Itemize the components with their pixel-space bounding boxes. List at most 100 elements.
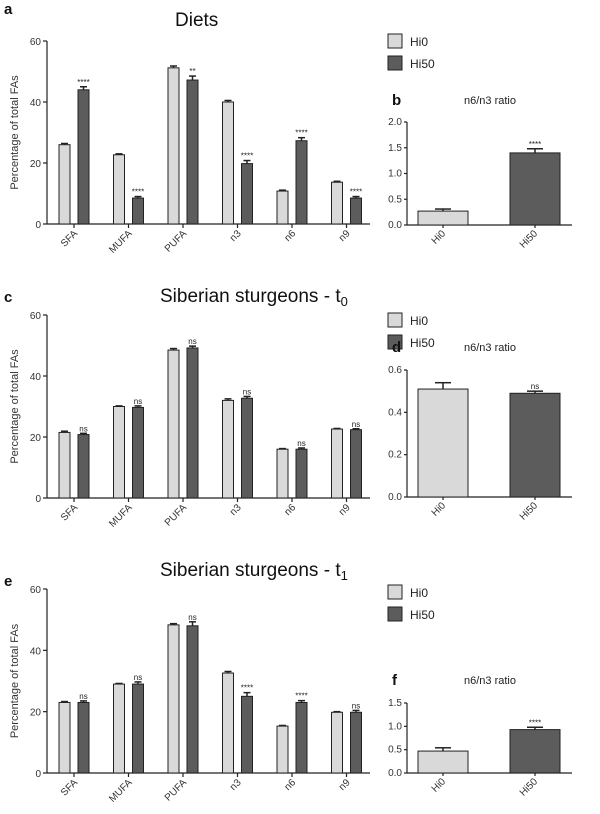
x-tick-label: SFA [59,502,80,523]
y-tick-label: 60 [30,37,42,48]
y-tick-label: 1.0 [388,169,402,180]
bar-hi0-mufa [113,406,125,499]
y-axis-label: Percentage of total FAs [9,623,21,738]
y-tick-label: 40 [30,646,42,657]
panel-letter: a [4,1,13,18]
significance-label: **** [241,152,253,161]
x-tick-label: MUFA [107,502,135,530]
panel-b: b n6/n3 ratio 0.0 0.5 1.0 1.5 2.0 Hi0 Hi50 **** [388,92,572,251]
bar-hi50 [509,729,561,774]
significance-label: **** [350,188,362,197]
y-tick-label: 0.0 [388,492,402,503]
bar-hi0-mufa [113,683,125,774]
significance-label: ns [352,701,360,710]
bar-hi50-n9 [350,197,362,225]
legend-label: Hi50 [410,608,435,622]
y-tick-label: 1.5 [388,698,402,709]
bar-hi0 [417,750,469,774]
bar-hi50-n9 [350,711,362,774]
significance-label: ns [79,424,87,433]
bar-hi0-n9 [331,181,343,225]
panel-c: c Siberian sturgeons - t00204060Percentag… [4,286,435,530]
chart-title: Siberian sturgeons - t1 [160,560,348,583]
bar-hi0-pufa [167,67,180,225]
title-subscript: 1 [341,568,348,583]
x-tick-label: Hi50 [518,228,541,251]
x-tick-label: SFA [59,777,80,798]
bar-hi0-n6 [276,725,289,774]
bar-hi50-mufa [132,683,144,774]
y-tick-label: 0 [35,769,41,780]
significance-label: ** [189,67,195,76]
x-tick-label: SFA [59,228,80,249]
y-tick-label: 0.5 [388,194,402,205]
y-tick-label: 0 [35,494,41,505]
legend-label: Hi50 [410,336,435,350]
significance-label: ns [297,439,305,448]
significance-label: **** [529,718,541,727]
x-tick-label: n6 [282,228,298,244]
significance-label: ns [134,397,142,406]
bar-hi50-mufa [132,406,144,499]
bar-hi0-sfa [58,144,71,225]
chart-title: Siberian sturgeons - t0 [160,286,348,309]
panel-letter: d [392,339,401,356]
x-tick-label: n9 [337,777,353,793]
chart-title: Diets [175,10,218,31]
significance-label: **** [132,188,144,197]
bar-hi50-n3 [241,397,253,499]
bar-hi50-sfa [77,434,90,499]
legend-swatch-hi0 [387,584,403,600]
significance-label: ns [79,692,87,701]
bar-hi50-mufa [132,197,144,225]
bar-hi50-n6 [295,448,308,499]
bar-hi0-n6 [276,190,289,225]
panel-f: f n6/n3 ratio 0.0 0.5 1.0 1.5 Hi0 Hi50 **** [388,672,572,799]
y-tick-label: 20 [30,433,42,444]
significance-label: ns [134,673,142,682]
bar-hi50-pufa [186,625,199,774]
bar-hi50 [509,392,561,498]
bar-hi50-pufa [186,79,199,225]
significance-label: ns [188,337,196,346]
significance-label: ns [243,387,251,396]
bar-hi0 [417,210,469,226]
x-tick-label: Hi50 [518,500,541,523]
x-tick-label: MUFA [107,777,135,805]
y-tick-label: 60 [30,585,42,596]
x-tick-label: Hi0 [430,776,449,795]
x-tick-label: Hi0 [430,500,449,519]
bar-hi0-mufa [113,154,125,225]
x-tick-label: n6 [282,777,298,793]
y-tick-label: 1.0 [388,721,402,732]
x-tick-label: PUFA [163,228,189,254]
y-tick-label: 0.2 [388,450,402,461]
bar-hi0-n9 [331,711,343,774]
bar-hi50-n6 [295,140,308,225]
y-tick-label: 0.0 [388,768,402,779]
x-tick-label: n3 [228,228,244,244]
panel-letter: c [4,289,12,306]
x-tick-label: n9 [337,502,353,518]
y-tick-label: 0.0 [388,220,402,231]
y-axis-label: Percentage of total FAs [9,75,21,190]
x-tick-label: PUFA [163,502,189,528]
y-tick-label: 0.5 [388,745,402,756]
bar-hi0-n3 [222,399,234,499]
y-tick-label: 0.6 [388,365,402,376]
bar-hi50 [509,152,561,226]
bar-hi50-n3 [241,163,253,225]
bar-hi0-n3 [222,101,234,225]
panel-letter: f [392,672,398,689]
x-tick-label: n6 [282,502,298,518]
bar-hi0-pufa [167,624,180,774]
bar-hi0-n3 [222,672,234,774]
bar-hi50-sfa [77,89,90,225]
significance-label: ns [531,382,539,391]
significance-label: **** [295,692,307,701]
bar-hi50-pufa [186,347,199,499]
y-tick-label: 0 [35,220,41,231]
bar-hi0-pufa [167,349,180,499]
